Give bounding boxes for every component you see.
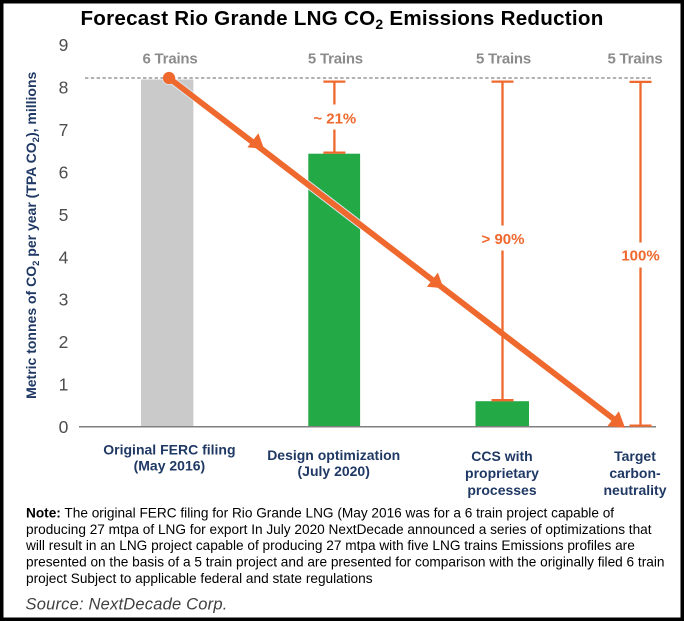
svg-text:7: 7 [59, 120, 69, 140]
svg-text:100%: 100% [621, 248, 659, 265]
svg-text:CCS with: CCS with [471, 448, 532, 464]
svg-text:neutrality: neutrality [603, 482, 666, 498]
svg-text:Original FERC filing: Original FERC filing [103, 441, 235, 457]
svg-text:(July 2020): (July 2020) [298, 463, 370, 479]
svg-text:(May 2016): (May 2016) [134, 458, 206, 474]
svg-text:9: 9 [59, 35, 69, 55]
svg-text:4: 4 [59, 247, 69, 267]
svg-text:Target: Target [614, 448, 656, 464]
svg-text:project Subject to applicable: project Subject to applicable federal an… [26, 571, 373, 586]
svg-text:5 Trains: 5 Trains [476, 51, 531, 68]
svg-text:0: 0 [59, 417, 69, 437]
svg-text:> 90%: > 90% [482, 231, 525, 248]
svg-text:1: 1 [59, 375, 69, 395]
svg-text:processes: processes [467, 482, 536, 498]
svg-text:5 Trains: 5 Trains [308, 51, 363, 68]
svg-text:3: 3 [59, 290, 69, 310]
svg-text:carbon-: carbon- [609, 465, 661, 481]
svg-text:5: 5 [59, 205, 69, 225]
svg-text:6 Trains: 6 Trains [142, 51, 197, 68]
svg-text:Metric tonnes of CO2 per year: Metric tonnes of CO2 per year (TPA CO2),… [23, 71, 42, 398]
svg-text:6: 6 [59, 162, 69, 182]
svg-text:Note: The original FERC filing: Note: The original FERC filing for Rio G… [26, 506, 614, 521]
svg-text:producing 27 mtpa of LNG for e: producing 27 mtpa of LNG for export In J… [26, 522, 652, 537]
svg-text:5 Trains: 5 Trains [607, 51, 662, 68]
svg-text:Design optimization: Design optimization [267, 447, 400, 463]
svg-text:Source: NextDecade Corp.: Source: NextDecade Corp. [26, 596, 228, 614]
svg-text:presented on the basis of a 5: presented on the basis of a 5 train proj… [26, 555, 664, 570]
svg-text:Forecast Rio Grande LNG CO2 Em: Forecast Rio Grande LNG CO2 Emissions Re… [80, 7, 603, 32]
svg-text:proprietary: proprietary [465, 465, 539, 481]
svg-text:~ 21%: ~ 21% [313, 110, 356, 127]
svg-text:8: 8 [59, 78, 69, 98]
svg-text:will result in an LNG project: will result in an LNG project capable of… [25, 538, 635, 553]
svg-text:2: 2 [59, 332, 69, 352]
